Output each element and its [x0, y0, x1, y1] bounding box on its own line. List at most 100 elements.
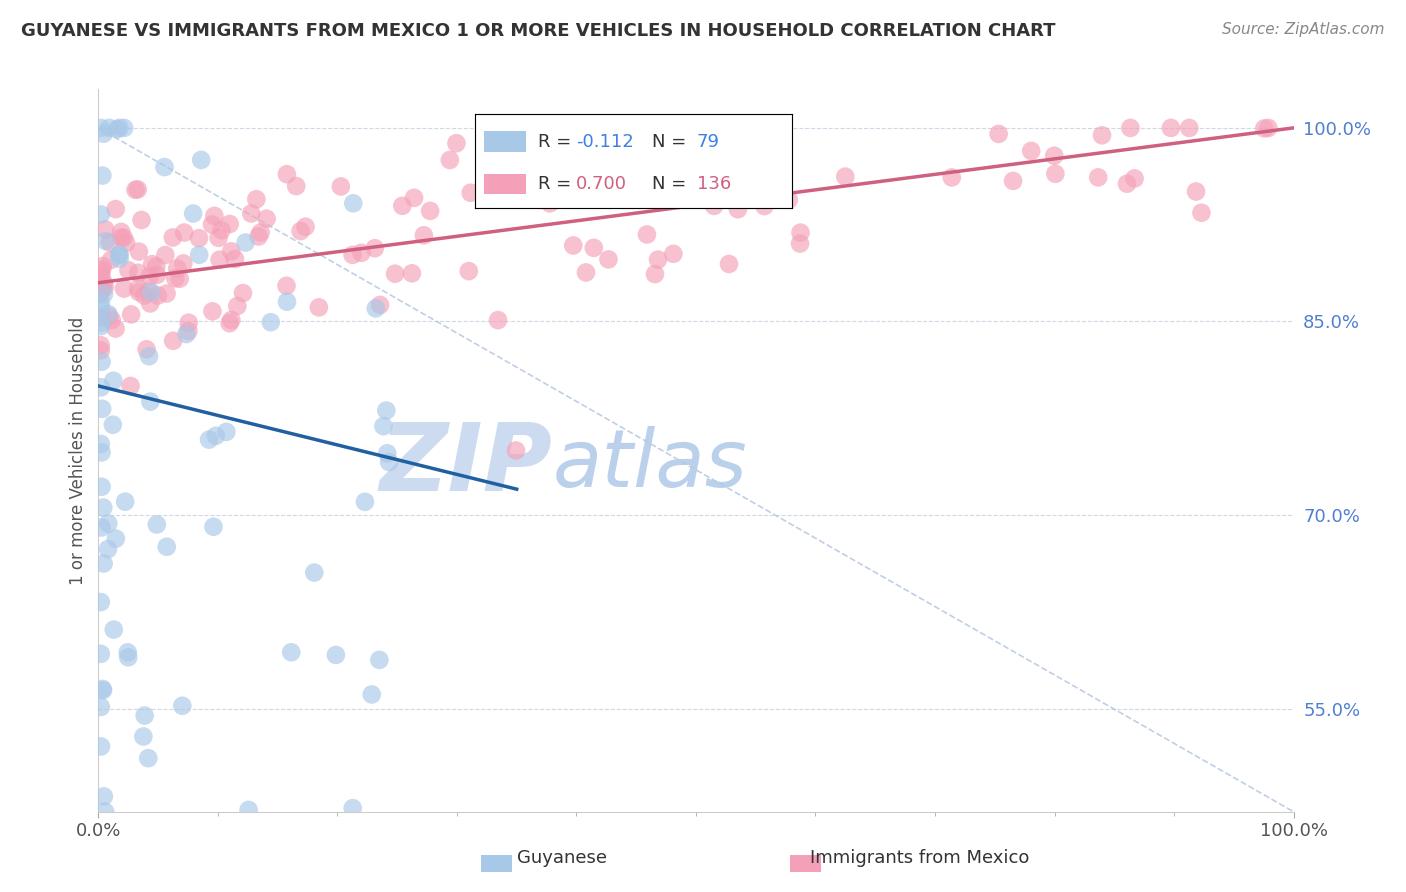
Point: [90, 355, 112, 369]
Point: [235, 235, 257, 250]
Point: [177, 316, 200, 330]
Point: [162, 230, 184, 244]
Point: [562, 238, 585, 252]
Point: [176, 326, 198, 341]
Point: [120, 379, 142, 393]
Point: [505, 443, 527, 458]
Point: [108, 120, 131, 135]
Point: [419, 203, 441, 218]
Point: [90, 280, 112, 294]
Point: [201, 304, 224, 318]
Point: [98, 120, 121, 135]
Point: [128, 285, 150, 299]
Point: [134, 288, 156, 302]
Text: GUYANESE VS IMMIGRANTS FROM MEXICO 1 OR MORE VEHICLES IN HOUSEHOLD CORRELATION C: GUYANESE VS IMMIGRANTS FROM MEXICO 1 OR …: [21, 22, 1056, 40]
Point: [97, 516, 120, 531]
Point: [373, 419, 395, 434]
Point: [90, 480, 112, 494]
Point: [644, 267, 666, 281]
Point: [725, 152, 748, 166]
Point: [1185, 185, 1208, 199]
Point: [173, 226, 195, 240]
Point: [1019, 144, 1042, 158]
Point: [165, 271, 187, 285]
Point: [90, 120, 112, 135]
Point: [172, 256, 194, 270]
Point: [117, 645, 139, 659]
Point: [329, 179, 352, 194]
Point: [128, 244, 150, 259]
Point: [778, 193, 800, 207]
Point: [276, 167, 298, 181]
Point: [108, 247, 131, 261]
Point: [115, 235, 138, 250]
Point: [834, 169, 856, 184]
Point: [141, 257, 163, 271]
Point: [256, 211, 278, 226]
Point: [155, 286, 177, 301]
Point: [100, 252, 122, 267]
Point: [232, 286, 254, 301]
Point: [224, 252, 246, 266]
Point: [207, 231, 229, 245]
Point: [727, 202, 749, 217]
Point: [90, 280, 112, 294]
Point: [647, 252, 669, 267]
Point: [156, 540, 179, 554]
Point: [1123, 171, 1146, 186]
Point: [240, 206, 263, 220]
Point: [342, 196, 364, 211]
Point: [94, 280, 117, 294]
Point: [91, 259, 114, 273]
Point: [460, 186, 482, 200]
Point: [703, 199, 725, 213]
Point: [90, 319, 112, 334]
Point: [132, 730, 155, 744]
Point: [404, 191, 426, 205]
Point: [110, 230, 132, 244]
Point: [117, 263, 139, 277]
Point: [90, 301, 112, 315]
Point: [1002, 174, 1025, 188]
Point: [141, 285, 163, 300]
Point: [93, 789, 115, 804]
Point: [90, 437, 112, 451]
Point: [169, 272, 191, 286]
Point: [249, 226, 271, 240]
Point: [538, 196, 561, 211]
Point: [789, 236, 811, 251]
Point: [93, 287, 115, 301]
Point: [90, 264, 112, 278]
Text: ZIP: ZIP: [380, 419, 553, 511]
Point: [93, 557, 115, 571]
Point: [368, 653, 391, 667]
Point: [117, 650, 139, 665]
Point: [91, 262, 114, 277]
Point: [598, 252, 620, 267]
Point: [138, 349, 160, 363]
Point: [112, 231, 135, 245]
Point: [364, 301, 387, 316]
Point: [1178, 120, 1201, 135]
Point: [188, 231, 211, 245]
Point: [93, 127, 115, 141]
Point: [486, 313, 509, 327]
Point: [211, 223, 233, 237]
Point: [1160, 120, 1182, 135]
Point: [138, 285, 160, 299]
Point: [1043, 149, 1066, 163]
Point: [218, 316, 240, 330]
Point: [90, 595, 112, 609]
Point: [136, 751, 159, 765]
Point: [90, 207, 112, 221]
Point: [104, 532, 127, 546]
Point: [1045, 167, 1067, 181]
Point: [94, 222, 117, 236]
Point: [120, 307, 142, 321]
Point: [90, 316, 112, 330]
Point: [280, 645, 302, 659]
Point: [91, 500, 114, 515]
Point: [114, 494, 136, 508]
Point: [166, 261, 188, 276]
Point: [226, 299, 249, 313]
